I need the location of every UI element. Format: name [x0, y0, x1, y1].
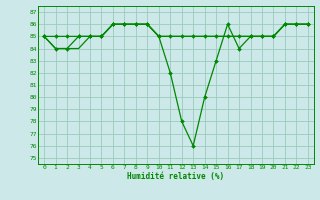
X-axis label: Humidité relative (%): Humidité relative (%)	[127, 172, 225, 181]
